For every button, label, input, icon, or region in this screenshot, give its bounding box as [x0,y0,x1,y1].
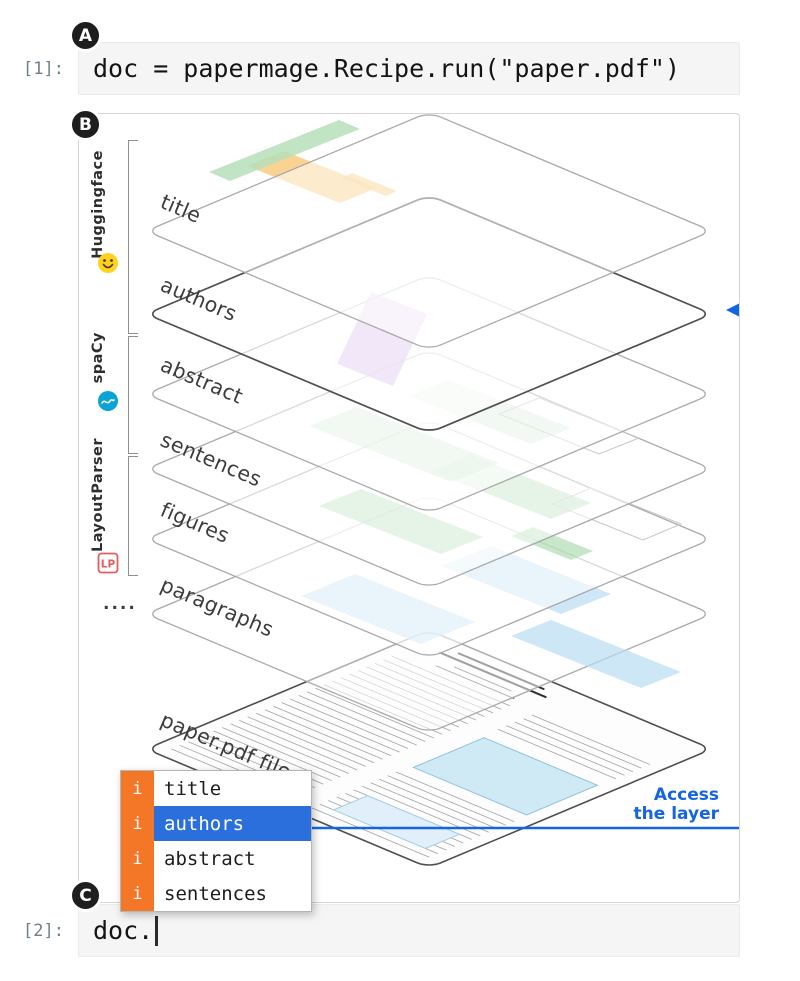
layoutparser-icon-text: LP [101,559,116,571]
access-annotation-line1: Access [654,785,719,805]
toolkit-bracket-layoutparser [128,456,138,576]
cell2-code-text: doc. [93,916,154,945]
label-a-text: A [78,25,93,46]
completion-item-title[interactable]: i title [121,771,311,806]
huggingface-label: Huggingface [90,150,106,259]
completion-type-icon: i [121,841,154,876]
cell2-code-input[interactable]: doc. [78,904,740,957]
cell1-code-input[interactable]: doc = papermage.Recipe.run("paper.pdf") [78,42,740,95]
completion-item-label: title [154,771,311,806]
label-c-badge: C [69,879,102,912]
toolkit-bracket-spacy [128,336,138,454]
completion-item-label: sentences [154,876,311,911]
completion-type-icon: i [121,806,154,841]
access-annotation-line2: the layer [634,804,720,824]
text-cursor [155,915,158,946]
huggingface-icon [97,252,119,274]
layer-sheet-title [146,114,712,350]
completion-item-authors[interactable]: i authors [121,806,311,841]
cell1-code-text: doc = papermage.Recipe.run("paper.pdf") [93,54,680,83]
cell1-prompt: [1]: [23,59,64,79]
completion-item-label: abstract [154,841,311,876]
completion-type-icon: i [121,771,154,806]
layoutparser-label: LayoutParser [90,438,106,553]
completion-item-sentences[interactable]: i sentences [121,876,311,911]
label-b-text: B [79,114,92,135]
paper-figure-block [413,738,597,815]
more-layers-dots: .... [103,594,137,614]
label-a-badge: A [69,19,102,52]
paper-page-content [172,641,687,857]
layoutparser-icon: LP [97,552,119,574]
label-c-text: C [79,885,92,906]
cell2-prompt: [2]: [23,921,64,941]
label-b-badge: B [69,108,102,141]
title-patches [209,120,360,181]
completion-item-label: authors [154,806,311,841]
completion-dropdown: i title i authors i abstract i sentences [120,770,312,912]
access-arrow-head [726,303,739,317]
spacy-label: spaCy [90,332,106,384]
completion-type-icon: i [121,876,154,911]
toolkit-bracket-huggingface [128,140,138,334]
completion-item-abstract[interactable]: i abstract [121,841,311,876]
spacy-icon [97,390,119,412]
